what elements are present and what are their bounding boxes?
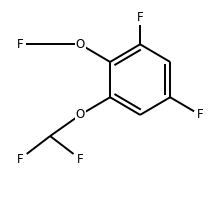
Text: O: O	[75, 108, 85, 121]
Text: F: F	[197, 108, 203, 121]
Text: F: F	[17, 38, 23, 51]
Text: O: O	[75, 38, 85, 51]
Text: F: F	[17, 152, 23, 166]
Text: F: F	[77, 152, 83, 166]
Text: F: F	[137, 11, 143, 24]
